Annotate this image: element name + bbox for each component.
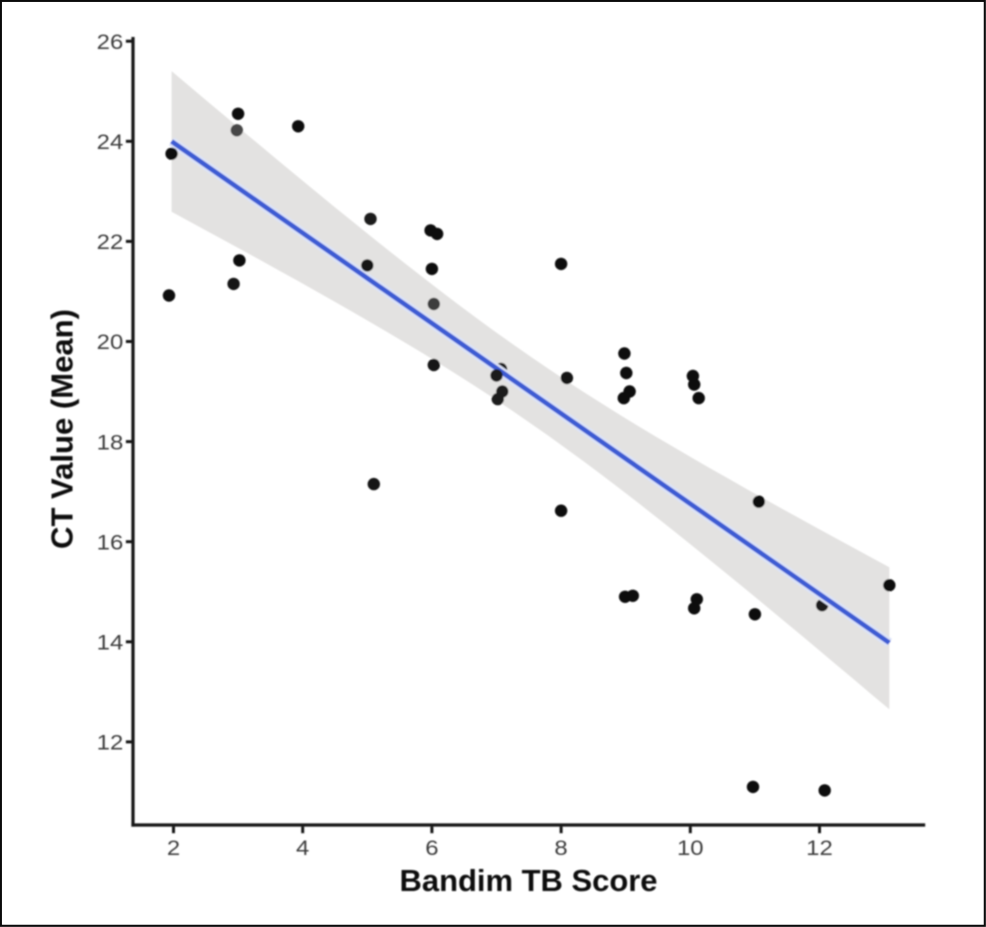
svg-text:6: 6	[425, 837, 438, 860]
svg-text:12: 12	[97, 732, 124, 755]
svg-text:8: 8	[554, 837, 567, 860]
svg-text:10: 10	[677, 837, 704, 860]
svg-text:22: 22	[97, 231, 124, 254]
svg-text:Bandim TB Score: Bandim TB Score	[400, 863, 658, 898]
svg-text:26: 26	[97, 31, 124, 54]
svg-text:4: 4	[296, 837, 310, 860]
svg-text:16: 16	[97, 531, 124, 554]
svg-text:2: 2	[167, 837, 180, 860]
svg-text:14: 14	[97, 632, 124, 655]
svg-text:CT Value (Mean): CT Value (Mean)	[45, 309, 80, 549]
svg-text:24: 24	[97, 131, 124, 154]
svg-text:18: 18	[97, 431, 124, 454]
svg-text:20: 20	[97, 331, 124, 354]
svg-text:12: 12	[806, 837, 833, 860]
